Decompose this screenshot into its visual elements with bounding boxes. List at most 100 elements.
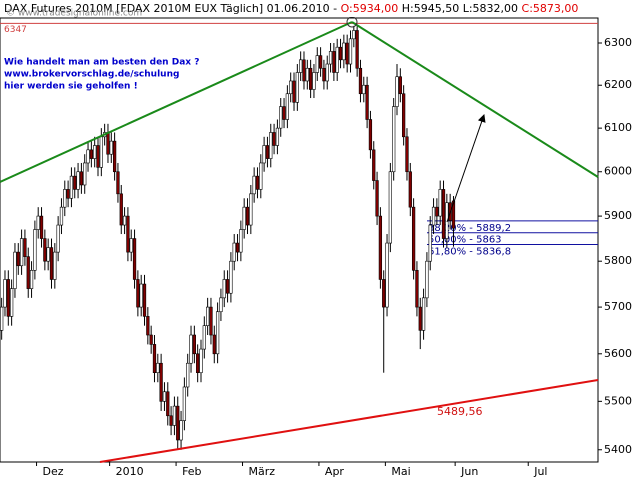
candle-body [249,193,253,226]
candle-body [325,63,329,82]
candle-body [152,344,157,374]
candle-body [43,238,47,262]
candle-body [385,242,389,308]
candle-body [156,362,160,374]
candle-body [362,84,366,95]
candle-body [388,171,392,244]
candle-body [272,132,276,146]
candle-body [49,247,54,280]
candle-body [275,127,280,146]
candle-body [229,260,233,294]
fib-label: 61,80% - 5836,8 [428,247,511,258]
candle-body [308,67,313,90]
candle-body [252,175,256,195]
candle-body [235,242,240,253]
candle-body [196,353,200,374]
candle-body [199,348,203,374]
candle-body [428,224,432,262]
ohlc-high: H:5945,50 [402,2,459,15]
candle-body [332,51,336,73]
candle-body [299,59,303,73]
trend-line [0,21,353,183]
candle-body [279,106,283,129]
candle-body [166,391,170,417]
candle-body [322,67,326,82]
candle-body [382,279,386,308]
candle-body [19,238,24,267]
candle-body [86,149,90,164]
support-line [99,379,599,463]
candle-body [282,106,286,120]
candle-body [79,171,84,186]
candle-body [162,391,167,402]
candle-body [96,145,100,168]
note: www.brokervorschlag.de/schulung [4,70,179,80]
x-tick-label: März [249,465,276,478]
y-tick-label: 6300 [604,36,632,49]
candle-body [222,279,226,299]
candle-body [245,206,250,226]
candle-body [255,175,260,190]
candle-body [338,46,343,61]
header-bar [0,0,640,17]
candle-body [33,229,37,271]
arrow [446,114,486,223]
candle-body [411,206,416,271]
candle-body [139,283,143,308]
candle-body [53,251,57,280]
candle-body [212,334,216,355]
candle-body [285,93,290,120]
candle-body [29,270,34,289]
candle-body [132,238,137,280]
watermark: © www.tradesignalonline.com [6,9,142,19]
candle-body [219,297,223,313]
candle-body [392,106,396,173]
x-tick-label: Mai [391,465,410,478]
y-tick-label: 5400 [604,443,632,456]
candle-body [182,386,187,421]
support-label: 5489,56 [437,405,483,418]
candle-body [225,279,230,294]
header: DAX Futures 2010M [FDAX 2010M EUX Täglic… [4,2,578,15]
candle-body [242,206,246,230]
candle-body [438,189,442,217]
candle-body [122,215,127,226]
candle-body [186,362,190,388]
y-tick-label: 6200 [604,78,632,91]
y-tick-label: 5500 [604,394,632,407]
candle-body [348,38,353,65]
y-tick-label: 5700 [604,300,632,313]
candle-body [76,171,80,190]
candle-body [0,306,4,331]
candle-body [176,405,180,441]
candle-body [56,224,60,253]
candle-body [202,325,206,350]
y-tick-label: 6000 [604,165,632,178]
candle-body [142,283,147,317]
candle-body [169,415,173,426]
candle-body [368,119,373,151]
x-tick-label: Jun [460,465,478,478]
x-tick-label: Apr [325,465,345,478]
candle-body [206,306,210,326]
candle-body [315,55,319,73]
candle-body [159,362,163,402]
candle-body [305,67,309,82]
candle-body [425,260,429,299]
candle-body [328,51,333,65]
candle-body [441,189,446,239]
candle-body [109,140,113,155]
x-tick-label: Dez [43,465,64,478]
candle-body [421,297,426,331]
level-label: 6347 [4,25,27,35]
candle-body [415,270,419,308]
candle-body [73,175,77,190]
candle-body [83,162,87,186]
candle-body [16,251,20,267]
x-tick-label: Feb [182,465,201,478]
candle-body [302,59,306,82]
candle-body [149,334,153,345]
candle-body [66,189,70,199]
candle-body [312,72,316,90]
